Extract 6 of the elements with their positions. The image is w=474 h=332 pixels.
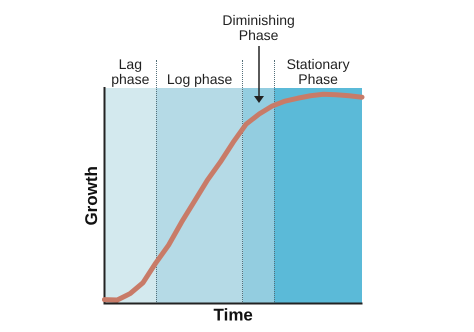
x-axis-title: Time: [214, 305, 253, 324]
text: Diminishing Phase: [222, 12, 295, 43]
y-axis-title: Growth: [82, 166, 101, 226]
text: Stationary Phase: [286, 56, 350, 87]
text: Lag phase: [111, 56, 150, 87]
text: Log phase: [166, 71, 232, 87]
